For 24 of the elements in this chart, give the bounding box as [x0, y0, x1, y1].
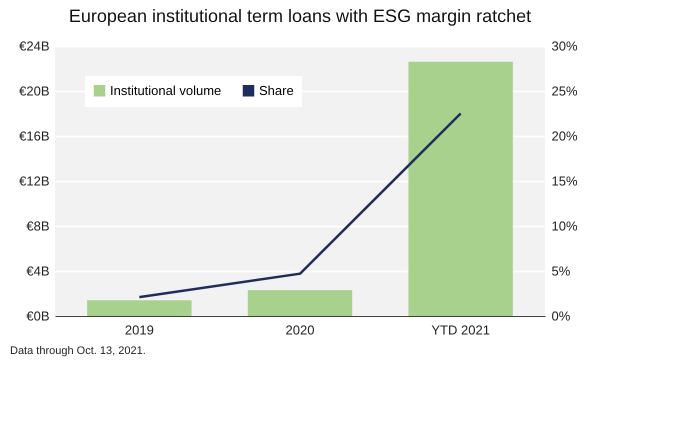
- bar: [248, 290, 352, 316]
- x-tick-label: YTD 2021: [431, 322, 490, 338]
- y2-tick-label: 25%: [552, 84, 578, 98]
- x-tick-label: 2019: [124, 322, 154, 338]
- y2-tick-label: 20%: [552, 128, 578, 144]
- legend-label: Share: [259, 82, 294, 98]
- y-tick-label: €0B: [26, 308, 50, 324]
- y2-tick-label: 5%: [552, 264, 571, 278]
- y-tick-label: €4B: [26, 264, 50, 278]
- legend-label: Institutional volume: [110, 82, 222, 98]
- y-tick-label: €12B: [19, 174, 50, 188]
- y-tick-label: €16B: [19, 128, 50, 144]
- y-tick-label: €8B: [26, 218, 50, 234]
- x-tick-label: 2020: [286, 322, 314, 338]
- y2-tick-label: 30%: [552, 38, 578, 54]
- text: Data through Oct. 13, 2021.: [10, 345, 146, 357]
- chart-title: European institutional term loans with ESG margin ratchet: [68, 6, 532, 26]
- y2-tick-label: 10%: [552, 218, 578, 234]
- bar: [87, 300, 192, 316]
- y-tick-label: €20B: [19, 84, 50, 98]
- y2-tick-label: 15%: [552, 174, 578, 188]
- y-tick-label: €24B: [19, 38, 50, 54]
- y2-tick-label: 0%: [552, 308, 571, 324]
- bar: [408, 62, 513, 316]
